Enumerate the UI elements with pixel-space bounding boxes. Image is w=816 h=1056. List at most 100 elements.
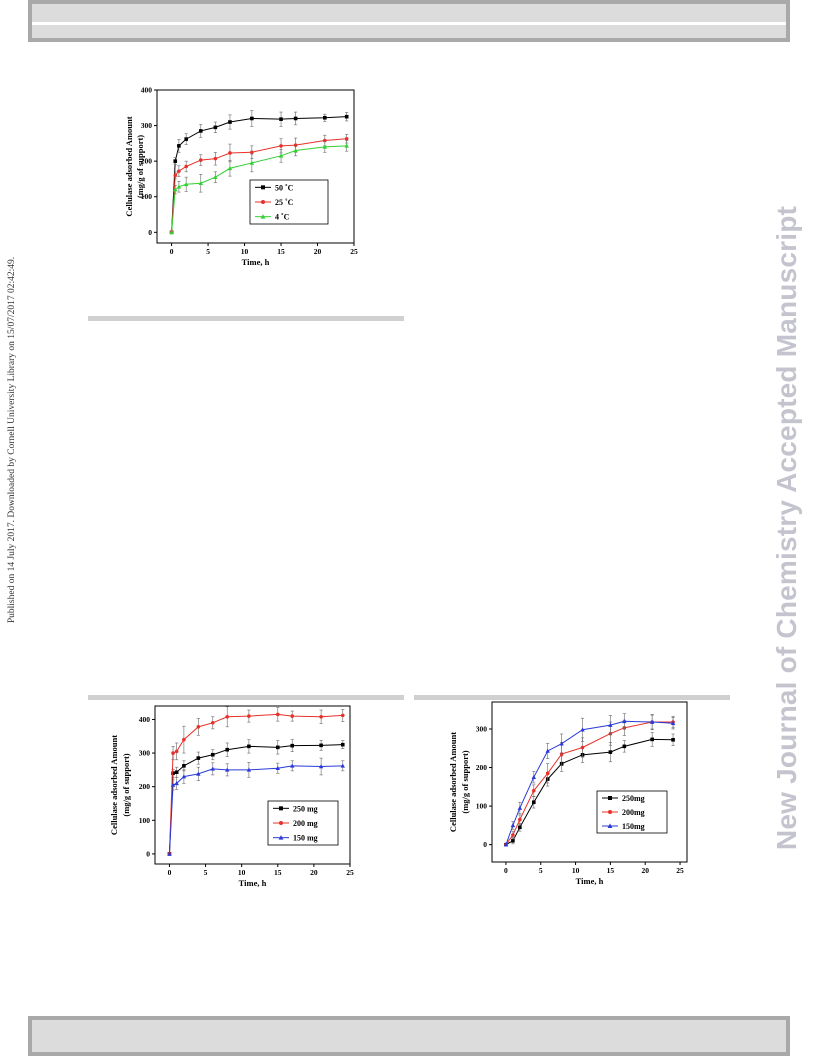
data-point [275, 745, 280, 750]
x-tick-label: 10 [241, 247, 249, 256]
data-point [210, 766, 215, 771]
x-tick-label: 5 [204, 868, 208, 877]
x-axis-label: Time, h [242, 257, 270, 267]
y-tick-label: 0 [146, 849, 150, 858]
legend-marker [608, 796, 612, 800]
data-point [510, 822, 516, 828]
data-point [225, 767, 230, 772]
x-tick-label: 25 [346, 868, 354, 877]
data-point [649, 719, 655, 724]
y-axis-label-line2: (mg/g of support) [135, 135, 145, 198]
data-point [318, 764, 324, 769]
data-point [278, 153, 284, 158]
data-point [198, 180, 203, 186]
data-point [174, 749, 179, 754]
data-point [622, 718, 627, 724]
x-tick-label: 0 [168, 868, 172, 877]
data-point [275, 712, 280, 717]
data-point [279, 144, 283, 148]
legend-label: 250 mg [293, 804, 318, 813]
y-axis-label-line2: (mg/g of support) [460, 750, 470, 813]
caption-divider-2 [88, 695, 404, 700]
x-tick-label: 5 [539, 866, 543, 875]
footer-band [28, 1016, 790, 1056]
y-tick-label: 0 [148, 228, 152, 237]
data-point [580, 745, 585, 750]
x-axis-label: Time, h [239, 878, 267, 888]
data-point [650, 737, 654, 742]
series-line [171, 116, 347, 233]
data-point [213, 156, 218, 161]
plot-frame [156, 89, 355, 244]
x-tick-label: 5 [206, 247, 210, 256]
y-axis-label-line2: (mg/g of support) [121, 753, 131, 816]
data-point [503, 842, 509, 847]
legend-marker [261, 200, 265, 204]
data-point [517, 805, 523, 810]
legend-label: 200mg [622, 808, 645, 817]
data-point [580, 727, 585, 732]
x-tick-label: 10 [572, 866, 580, 875]
data-point [290, 714, 295, 718]
y-axis-label-line1: Cellulase adsorbed Amount [448, 732, 458, 832]
data-point [319, 743, 323, 748]
x-tick-label: 15 [277, 247, 285, 256]
y-tick-label: 0 [483, 840, 487, 849]
y-tick-label: 200 [139, 782, 151, 791]
legend-marker [261, 185, 265, 190]
y-tick-label: 100 [476, 802, 488, 811]
data-point [171, 771, 175, 776]
data-point [622, 744, 627, 749]
data-point [344, 143, 349, 148]
legend-marker [279, 821, 283, 825]
data-point [198, 158, 203, 162]
data-point [184, 164, 188, 169]
y-tick-label: 200 [141, 157, 153, 166]
x-tick-label: 15 [607, 866, 615, 875]
data-point [182, 737, 186, 742]
legend-marker [278, 835, 284, 840]
plot-frame [154, 705, 351, 865]
legend-label: 25 ˚C [275, 198, 294, 207]
data-point [196, 771, 201, 776]
data-point [319, 714, 323, 719]
data-point [210, 752, 215, 757]
data-point [170, 782, 176, 787]
data-point [174, 780, 179, 786]
data-point [247, 714, 251, 718]
legend-marker [608, 810, 612, 814]
data-point [177, 144, 181, 148]
data-point [531, 788, 536, 793]
data-point [531, 774, 536, 779]
data-point [608, 750, 613, 754]
caption-divider-1 [88, 316, 404, 321]
y-tick-label: 300 [476, 724, 488, 733]
data-point [177, 169, 181, 173]
data-point [183, 181, 189, 187]
data-point [323, 115, 327, 120]
data-point [511, 838, 515, 843]
data-point [250, 150, 254, 155]
x-tick-label: 25 [676, 866, 684, 875]
y-axis-label-line1: Cellulase adsorbed Amount [124, 116, 134, 216]
data-point [167, 851, 172, 856]
data-point [225, 747, 230, 752]
data-point [213, 174, 218, 179]
data-point [340, 763, 345, 768]
x-tick-label: 0 [504, 866, 508, 875]
data-point [293, 148, 298, 153]
data-point [247, 744, 251, 749]
y-tick-label: 400 [141, 86, 153, 95]
x-tick-label: 15 [274, 868, 282, 877]
data-point [608, 722, 613, 727]
x-axis-label: Time, h [576, 876, 604, 886]
data-point [344, 114, 349, 119]
legend-marker [279, 806, 283, 811]
y-tick-label: 300 [139, 749, 151, 758]
data-point [511, 833, 515, 837]
legend-label: 150mg [622, 822, 645, 831]
x-tick-label: 0 [170, 247, 174, 256]
